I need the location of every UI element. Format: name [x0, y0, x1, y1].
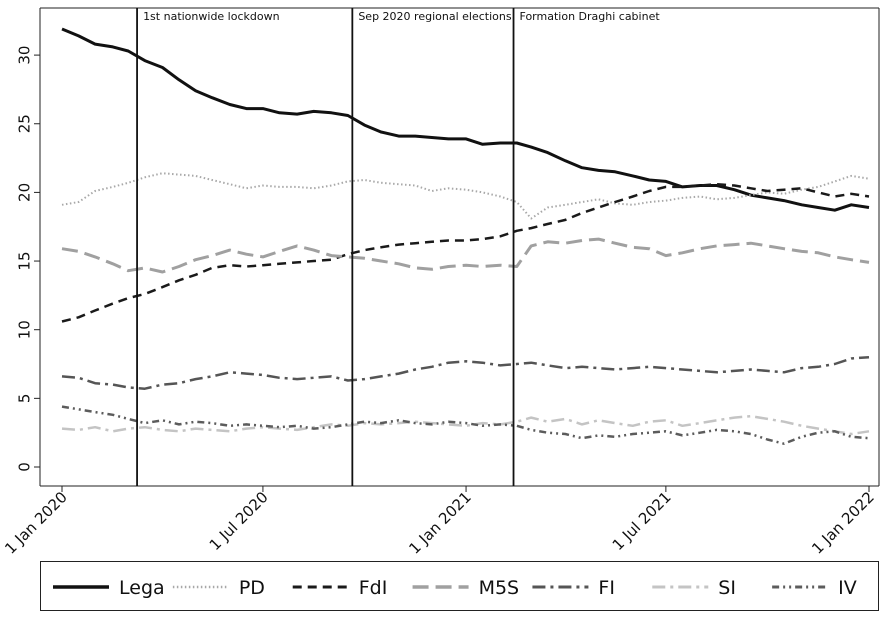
series-line-iv: [61, 405, 870, 445]
y-tick-label: 0: [15, 462, 33, 472]
event-label: Formation Draghi cabinet: [520, 10, 661, 23]
event-label: 1st nationwide lockdown: [143, 10, 280, 23]
legend-label-si: SI: [718, 577, 736, 599]
legend-label-fdi: FdI: [359, 577, 388, 599]
y-tick-label: 15: [15, 252, 33, 271]
event-label: Sep 2020 regional elections: [358, 10, 512, 23]
legend-label-iv: IV: [838, 577, 857, 599]
y-tick-label: 5: [15, 394, 33, 404]
legend-label-pd: PD: [239, 577, 265, 599]
series-line-fi: [61, 355, 870, 390]
legend-label-fi: FI: [598, 577, 615, 599]
series-line-fdi: [61, 182, 870, 323]
series-line-si: [61, 414, 870, 436]
legend: Lega PD FdI M5S FI SI IV: [40, 561, 879, 611]
legend-items: Lega PD FdI M5S FI SI IV: [53, 577, 857, 599]
legend-label-m5s: M5S: [479, 577, 520, 599]
y-tick-label: 30: [15, 46, 33, 65]
y-tick-label: 10: [15, 320, 33, 339]
series-line-lega: [61, 27, 870, 212]
series-line-m5s: [61, 237, 870, 274]
legend-label-lega: Lega: [119, 577, 165, 599]
y-tick-label: 20: [15, 183, 33, 202]
series-line-pd: [61, 172, 870, 220]
y-tick-label: 25: [15, 114, 33, 133]
series-layer: [61, 27, 870, 445]
events-layer: 1st nationwide lockdown Sep 2020 regional…: [136, 8, 661, 486]
